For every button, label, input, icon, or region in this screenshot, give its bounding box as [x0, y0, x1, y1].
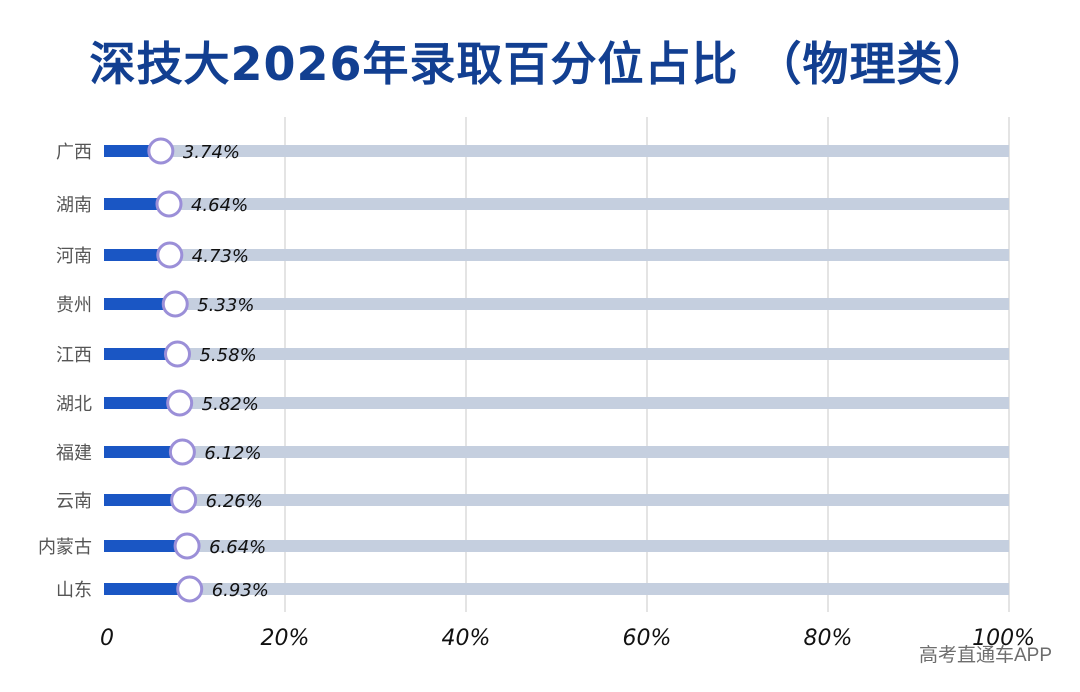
x-tick-label: 60% [623, 626, 672, 651]
bar-track [104, 494, 1009, 506]
bar [104, 494, 184, 506]
bar [104, 583, 190, 595]
bar-marker [168, 438, 196, 466]
category-label: 河南 [56, 246, 92, 267]
x-tick-label: 20% [261, 626, 310, 651]
bar-marker [163, 340, 191, 368]
bar-marker [166, 389, 194, 417]
value-label: 5.82% [202, 394, 259, 415]
x-tick-label: 40% [442, 626, 491, 651]
x-tick-label: 0 [100, 626, 114, 651]
category-label: 广西 [56, 142, 92, 163]
value-label: 5.58% [199, 345, 256, 366]
bar [104, 249, 170, 261]
value-label: 6.93% [212, 580, 269, 601]
x-tick-label: 80% [804, 626, 853, 651]
bar [104, 446, 183, 458]
value-label: 3.74% [183, 142, 240, 163]
bar-track [104, 348, 1009, 360]
value-label: 4.73% [192, 246, 249, 267]
bar-track [104, 198, 1009, 210]
bar-marker [176, 575, 204, 603]
bar [104, 397, 180, 409]
category-label: 贵州 [56, 295, 92, 316]
bar-track [104, 540, 1009, 552]
value-label: 6.12% [204, 443, 261, 464]
value-label: 6.26% [206, 491, 263, 512]
bar-marker [161, 290, 189, 318]
bar-track [104, 583, 1009, 595]
bar-track [104, 249, 1009, 261]
x-tick-label: 100% [972, 626, 1035, 651]
bar-marker [156, 241, 184, 269]
category-label: 内蒙古 [38, 537, 92, 558]
category-label: 山东 [56, 580, 92, 601]
bar-track [104, 446, 1009, 458]
category-label: 云南 [56, 491, 92, 512]
bar [104, 145, 161, 157]
bar-marker [170, 486, 198, 514]
bar [104, 348, 178, 360]
bar-track [104, 397, 1009, 409]
bar-marker [147, 137, 175, 165]
bar [104, 198, 169, 210]
value-label: 6.64% [209, 537, 266, 558]
bar-marker [155, 190, 183, 218]
watermark: 高考直通车APP [918, 645, 1052, 666]
category-label: 湖北 [56, 394, 92, 415]
category-label: 江西 [56, 345, 92, 366]
category-label: 福建 [56, 443, 92, 464]
bar-track [104, 298, 1009, 310]
chart-title: 深技大2026年录取百分位占比 （物理类） [89, 37, 991, 91]
value-label: 5.33% [197, 295, 254, 316]
bar [104, 540, 188, 552]
value-label: 4.64% [191, 195, 248, 216]
bar-marker [173, 532, 201, 560]
category-label: 湖南 [56, 195, 92, 216]
bar-track [104, 145, 1009, 157]
bar [104, 298, 176, 310]
